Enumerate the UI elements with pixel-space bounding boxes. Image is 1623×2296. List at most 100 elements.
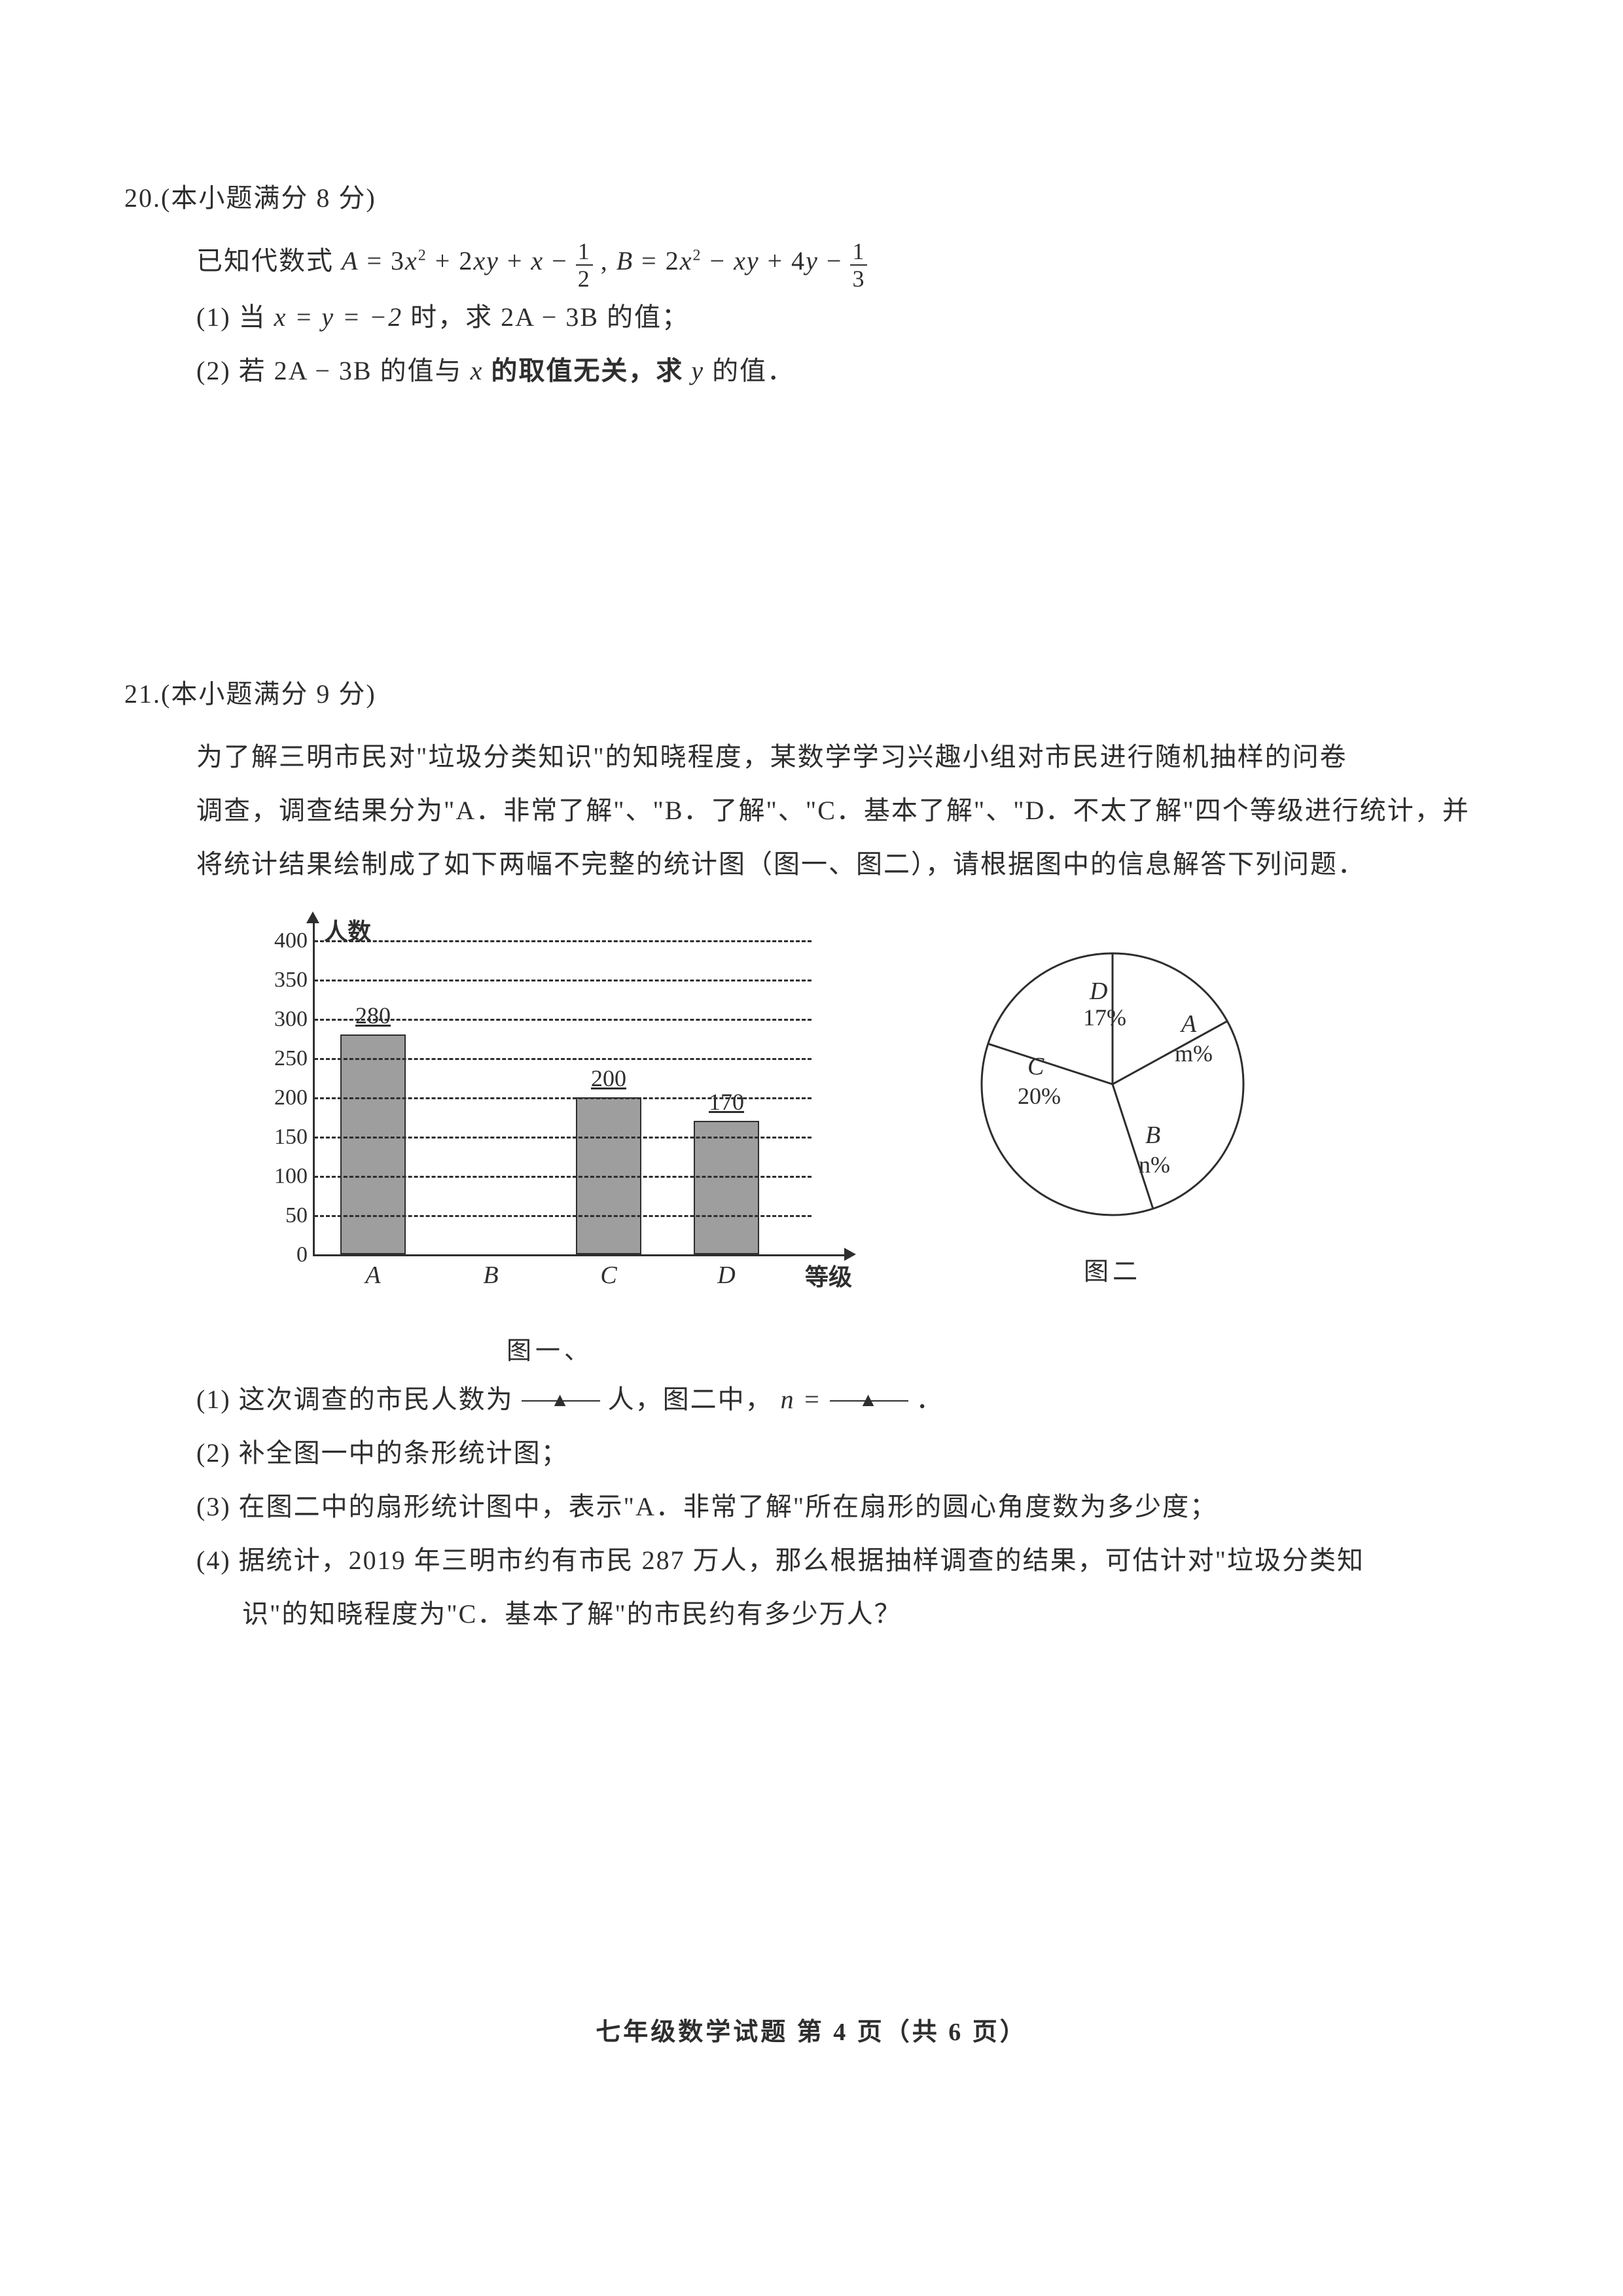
q20-prefix: 已知代数式 xyxy=(196,246,342,275)
t: x xyxy=(531,246,544,275)
t: + 4 xyxy=(768,246,806,275)
t: x xyxy=(405,246,418,275)
pie-chart: D17% Am% Bn% C 20% xyxy=(942,947,1283,1228)
x-tick-label: A xyxy=(347,1261,399,1290)
bar-label-D: 170 xyxy=(687,1088,766,1116)
t: x = y = −2 xyxy=(274,302,402,332)
y-tick-label: 400 xyxy=(268,928,308,953)
q21-sub2: (2) 补全图一中的条形统计图； xyxy=(124,1426,1499,1480)
x-tick-label: B xyxy=(465,1261,517,1290)
blank-n: ▲ xyxy=(830,1373,908,1402)
pie-pct-A: m% xyxy=(1175,1040,1213,1067)
t: (1) 当 xyxy=(196,302,274,332)
t: x xyxy=(471,356,484,385)
bar-label-C: 200 xyxy=(569,1065,648,1092)
t: 2A − 3B xyxy=(274,356,372,385)
bar-caption: 图一、 xyxy=(236,1330,864,1366)
gridline xyxy=(314,1058,812,1060)
t: − xyxy=(710,246,734,275)
q21-sub4a: (4) 据统计，2019 年三明市约有市民 287 万人，那么根据抽样调查的结果… xyxy=(124,1534,1499,1587)
frac-half: 12 xyxy=(576,239,593,291)
d: 2 xyxy=(576,266,593,291)
t: = 3 xyxy=(366,246,405,275)
q20-heading: 20.(本小题满分 8 分) xyxy=(124,177,1499,215)
q21-sub4b: 识"的知晓程度为"C．基本了解"的市民约有多少万人？ xyxy=(124,1587,1499,1641)
t: 的取值无关，求 xyxy=(483,356,691,385)
y-arrow-icon xyxy=(306,911,319,923)
d: 3 xyxy=(850,266,867,291)
page-footer: 七年级数学试题 第 4 页（共 6 页） xyxy=(0,2011,1623,2047)
gridline xyxy=(314,980,812,981)
t: n = xyxy=(781,1385,830,1414)
bar-chart-block: 人数 等级 280200170 050100150200250300350400… xyxy=(236,908,864,1366)
x2: x2 xyxy=(405,246,427,275)
x-axis-title: 等级 xyxy=(805,1258,852,1292)
triangle-icon: ▲ xyxy=(550,1389,571,1411)
x2b: x2 xyxy=(680,246,702,275)
n: 1 xyxy=(850,239,867,266)
q20-part1: (1) 当 x = y = −2 时，求 2A − 3B 的值； xyxy=(124,291,1499,344)
t: x xyxy=(680,246,693,275)
q21-number: 21. xyxy=(124,679,161,709)
q21-head: (本小题满分 9 分) xyxy=(161,679,376,709)
t: = 2 xyxy=(641,246,680,275)
pie-label-B: B xyxy=(1145,1122,1160,1149)
t: y xyxy=(806,246,819,275)
t: (1) 这次调查的市民人数为 xyxy=(196,1385,514,1414)
bar-chart: 人数 等级 280200170 050100150200250300350400… xyxy=(236,908,864,1326)
x-tick-label: C xyxy=(582,1261,635,1290)
pie-label-C: C xyxy=(1027,1053,1044,1080)
t: ． xyxy=(916,1385,944,1414)
q21-p2: 调查，调查结果分为"A．非常了解"、"B．了解"、"C．基本了解"、"D．不太了… xyxy=(124,784,1499,838)
comma: , xyxy=(601,246,616,275)
q20-given: 已知代数式 A = 3x2 + 2xy + x − 12 , B = 2x2 −… xyxy=(124,234,1499,291)
pie-pct-B: n% xyxy=(1139,1152,1170,1178)
A-lhs: A xyxy=(342,246,359,275)
q21-p1: 为了解三明市民对"垃圾分类知识"的知晓程度，某数学学习兴趣小组对市民进行随机抽样… xyxy=(124,730,1499,784)
y-tick-label: 350 xyxy=(268,968,308,993)
gridline xyxy=(314,1137,812,1139)
bar-label-A: 280 xyxy=(334,1002,412,1029)
page: 20.(本小题满分 8 分) 已知代数式 A = 3x2 + 2xy + x −… xyxy=(0,0,1623,2296)
t: − xyxy=(552,246,576,275)
charts-row: 人数 等级 280200170 050100150200250300350400… xyxy=(236,908,1499,1366)
y-tick-label: 150 xyxy=(268,1125,308,1150)
pie-label-D: D xyxy=(1089,978,1107,1005)
t: 2A − 3B xyxy=(501,302,599,332)
pie-chart-block: D17% Am% Bn% C 20% 图二 xyxy=(942,947,1283,1287)
pie-caption: 图二 xyxy=(942,1251,1283,1287)
t: − xyxy=(827,246,851,275)
t: 七年级数学试题 第 4 页（共 xyxy=(596,2019,948,2046)
t: 页） xyxy=(963,2019,1027,2046)
pie-label-A: A xyxy=(1179,1010,1197,1038)
x-axis xyxy=(313,1254,849,1256)
y-tick-label: 100 xyxy=(268,1164,308,1189)
t: xy xyxy=(473,246,499,275)
t: + 2 xyxy=(435,246,474,275)
q21-sub3: (3) 在图二中的扇形统计图中，表示"A．非常了解"所在扇形的圆心角度数为多少度… xyxy=(124,1480,1499,1534)
gridline xyxy=(314,1019,812,1021)
y-tick-label: 200 xyxy=(268,1086,308,1110)
pie-pct-D: 17% xyxy=(1083,1004,1126,1031)
gridline xyxy=(314,1097,812,1099)
q21-heading: 21.(本小题满分 9 分) xyxy=(124,673,1499,711)
pie-pct-C: 20% xyxy=(1018,1083,1061,1109)
bar-D xyxy=(694,1121,759,1254)
t: 的值； xyxy=(599,302,689,332)
q20-number: 20. xyxy=(124,183,161,213)
B-lhs: B xyxy=(616,246,633,275)
gridline xyxy=(314,1176,812,1178)
gridline xyxy=(314,1215,812,1217)
y-tick-label: 300 xyxy=(268,1007,308,1032)
t: 6 xyxy=(948,2019,963,2046)
t: + xyxy=(507,246,531,275)
n: 1 xyxy=(576,239,593,266)
t: (2) 若 xyxy=(196,356,274,385)
y-tick-label: 250 xyxy=(268,1046,308,1071)
spacer xyxy=(124,398,1499,673)
y-tick-label: 50 xyxy=(268,1203,308,1228)
t: xy xyxy=(734,246,760,275)
triangle-icon: ▲ xyxy=(859,1389,880,1411)
t: 人，图二中， xyxy=(608,1385,773,1414)
x-tick-label: D xyxy=(700,1261,753,1290)
